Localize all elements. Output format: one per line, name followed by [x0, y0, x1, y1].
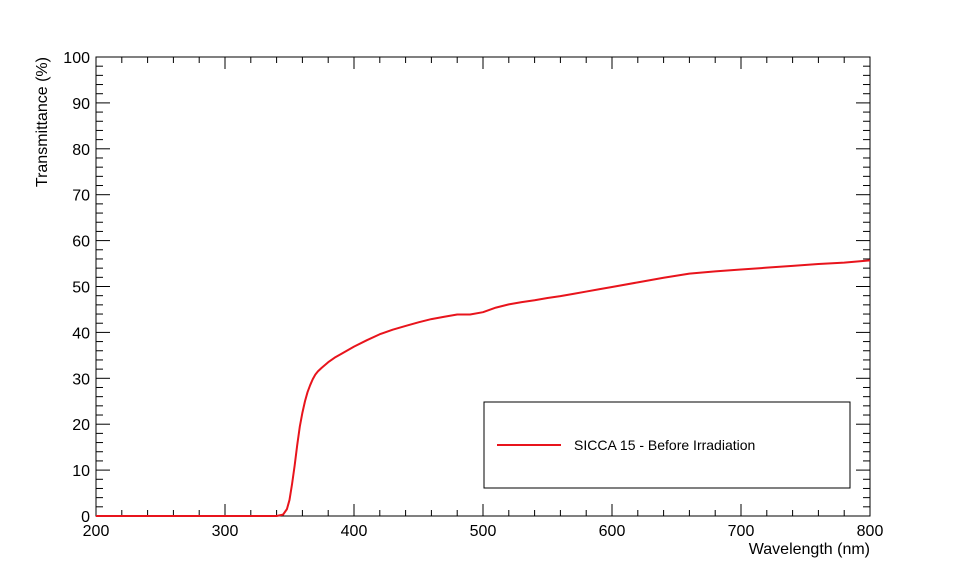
x-tick-label: 400: [341, 523, 368, 540]
x-tick-label: 800: [857, 523, 884, 540]
series-layer: [96, 259, 871, 517]
x-tick-label: 300: [212, 523, 239, 540]
x-tick-label: 600: [599, 523, 626, 540]
axis-tick-labels: 200 300 400 500 600 700 800 0 10 20 30 40 50 60 70 80 90…: [63, 50, 883, 540]
x-tick-label: 700: [728, 523, 755, 540]
x-axis-title: Wavelength (nm): [749, 541, 870, 558]
y-axis-title: Transmittance (%): [34, 57, 51, 187]
y-tick-label: 90: [72, 96, 90, 113]
y-tick-label: 0: [81, 509, 90, 526]
series-line: [96, 259, 871, 517]
legend: SICCA 15 - Before Irradiation: [483, 401, 851, 489]
y-tick-label: 50: [72, 280, 90, 297]
y-tick-label: 80: [72, 142, 90, 159]
axis-ticks: [95, 56, 871, 517]
legend-label: SICCA 15 - Before Irradiation: [574, 437, 755, 453]
y-tick-label: 20: [72, 417, 90, 434]
y-tick-label: 10: [72, 463, 90, 480]
y-tick-label: 30: [72, 371, 90, 388]
x-tick-label: 500: [470, 523, 497, 540]
y-tick-label: 60: [72, 234, 90, 251]
y-tick-label: 100: [63, 50, 90, 67]
y-tick-label: 40: [72, 325, 90, 342]
y-tick-label: 70: [72, 188, 90, 205]
x-tick-label: 200: [83, 523, 110, 540]
